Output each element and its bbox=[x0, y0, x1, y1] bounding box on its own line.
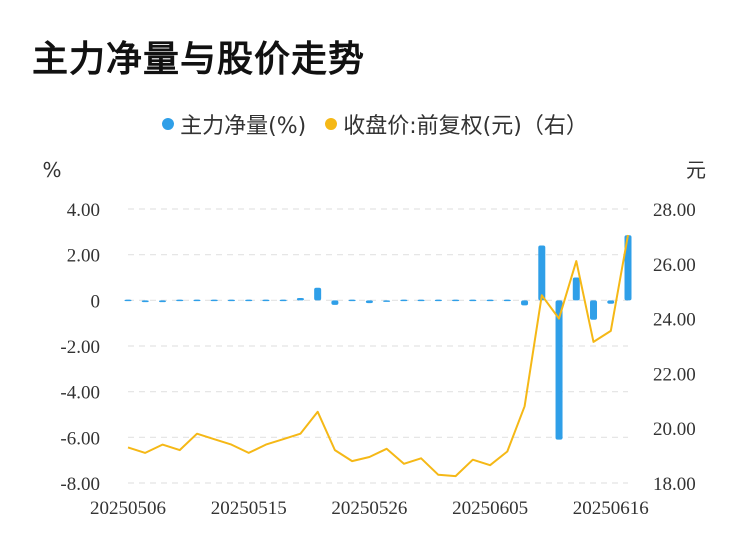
x-tick-label: 20250616 bbox=[573, 498, 649, 519]
bar-main-net bbox=[141, 300, 149, 303]
right-axis-unit: 元 bbox=[686, 158, 706, 182]
chart-legend: 主力净量(%) 收盘价:前复权(元)（右） bbox=[0, 108, 750, 140]
bar-main-net bbox=[124, 299, 132, 302]
bar-main-net bbox=[383, 300, 391, 302]
bar-main-net bbox=[158, 300, 166, 303]
bar-main-net bbox=[296, 298, 304, 301]
x-tick-label: 20250506 bbox=[90, 498, 166, 519]
right-tick-label: 18.00 bbox=[653, 474, 696, 495]
chart-title: 主力净量与股价走势 bbox=[32, 39, 366, 80]
right-tick-label: 20.00 bbox=[653, 419, 696, 440]
left-axis-unit: % bbox=[42, 158, 61, 182]
bar-main-net bbox=[176, 299, 184, 302]
bar-main-net bbox=[400, 299, 408, 302]
bar-main-net bbox=[486, 299, 494, 302]
right-tick-label: 28.00 bbox=[653, 200, 696, 221]
bar-main-net bbox=[193, 299, 201, 302]
bar-main-net bbox=[262, 299, 270, 302]
left-tick-label: 0 bbox=[91, 291, 101, 312]
bar-main-net bbox=[348, 299, 356, 302]
bar-main-net bbox=[503, 299, 511, 302]
bar-main-net bbox=[572, 277, 580, 301]
left-tick-label: -4.00 bbox=[60, 383, 100, 404]
legend-marker-main-net bbox=[162, 118, 175, 130]
x-tick-label: 20250526 bbox=[331, 498, 407, 519]
left-tick-label: 4.00 bbox=[67, 200, 100, 221]
legend-item-close-price[interactable]: 收盘价:前复权(元)（右） bbox=[325, 108, 588, 140]
left-tick-label: -2.00 bbox=[60, 337, 100, 358]
x-tick-label: 20250515 bbox=[211, 498, 287, 519]
series-line-close-price bbox=[127, 234, 629, 478]
bar-main-net bbox=[538, 245, 546, 301]
bar-main-net bbox=[452, 299, 460, 302]
bar-main-net bbox=[245, 299, 253, 302]
bar-main-net bbox=[434, 299, 442, 302]
right-tick-label: 24.00 bbox=[653, 310, 696, 331]
legend-item-main-net[interactable]: 主力净量(%) bbox=[162, 108, 306, 140]
legend-label-close-price: 收盘价:前复权(元)（右） bbox=[343, 114, 588, 139]
bar-main-net bbox=[227, 299, 235, 302]
bar-main-net bbox=[521, 300, 529, 306]
left-tick-label: 2.00 bbox=[67, 246, 100, 267]
bar-main-net bbox=[469, 299, 477, 302]
bar-main-net bbox=[314, 287, 322, 301]
x-tick-label: 20250605 bbox=[452, 498, 528, 519]
right-tick-label: 26.00 bbox=[653, 255, 696, 276]
right-tick-label: 22.00 bbox=[653, 364, 696, 385]
bar-main-net bbox=[417, 299, 425, 302]
legend-marker-close-price bbox=[325, 118, 338, 130]
left-tick-label: -8.00 bbox=[60, 474, 100, 495]
bar-main-net bbox=[331, 300, 339, 305]
bar-main-net bbox=[590, 300, 598, 320]
bar-main-net bbox=[210, 299, 218, 302]
bar-main-net bbox=[555, 300, 563, 440]
bar-main-net bbox=[365, 300, 373, 304]
bar-main-net bbox=[607, 300, 615, 304]
bar-main-net bbox=[279, 299, 287, 302]
legend-label-main-net: 主力净量(%) bbox=[180, 114, 307, 139]
left-tick-label: -6.00 bbox=[60, 428, 100, 449]
bar-main-net bbox=[624, 235, 632, 301]
